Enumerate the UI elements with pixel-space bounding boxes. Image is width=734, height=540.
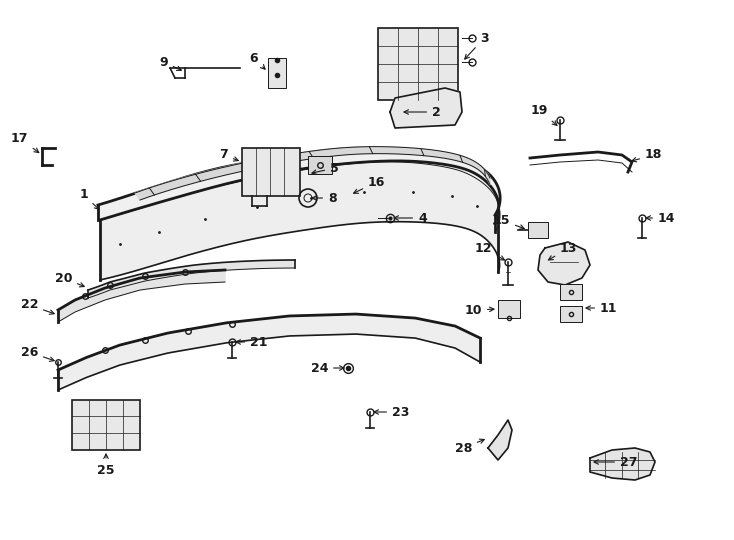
Text: 11: 11: [586, 301, 617, 314]
Text: 8: 8: [312, 192, 337, 205]
Text: 13: 13: [548, 241, 578, 260]
Text: 12: 12: [474, 241, 504, 260]
Polygon shape: [488, 420, 512, 460]
Text: 17: 17: [10, 132, 39, 153]
Text: 16: 16: [354, 176, 385, 193]
Polygon shape: [100, 161, 500, 280]
Bar: [242, 148, 300, 196]
Text: 1: 1: [79, 188, 99, 210]
Text: 3: 3: [465, 31, 489, 59]
Bar: [268, 58, 286, 88]
Text: 25: 25: [97, 454, 115, 476]
Text: 27: 27: [594, 456, 638, 469]
Text: 15: 15: [493, 213, 524, 229]
Text: 5: 5: [312, 161, 339, 174]
Text: 2: 2: [404, 105, 440, 118]
Text: 20: 20: [54, 272, 84, 287]
Polygon shape: [538, 242, 590, 285]
Polygon shape: [88, 260, 295, 298]
Text: 6: 6: [250, 51, 265, 69]
Text: 26: 26: [21, 346, 54, 361]
Text: 18: 18: [632, 148, 662, 162]
Bar: [72, 400, 140, 450]
Polygon shape: [98, 148, 500, 232]
Bar: [378, 28, 458, 100]
Bar: [560, 284, 582, 300]
Text: 28: 28: [454, 439, 484, 455]
Bar: [528, 222, 548, 238]
Bar: [498, 300, 520, 318]
Polygon shape: [390, 88, 462, 128]
Text: 23: 23: [374, 406, 410, 419]
Text: 24: 24: [310, 361, 344, 375]
Text: 9: 9: [159, 56, 181, 70]
Polygon shape: [590, 448, 655, 480]
Polygon shape: [58, 270, 225, 322]
Text: 21: 21: [236, 335, 267, 348]
Bar: [308, 156, 332, 174]
Polygon shape: [58, 314, 480, 390]
Text: 22: 22: [21, 299, 54, 314]
Bar: [560, 306, 582, 322]
Text: 14: 14: [646, 212, 675, 225]
Text: 19: 19: [531, 104, 557, 125]
Polygon shape: [135, 147, 490, 200]
Text: 10: 10: [465, 303, 494, 316]
Text: 4: 4: [394, 212, 426, 225]
Text: 7: 7: [219, 148, 239, 161]
